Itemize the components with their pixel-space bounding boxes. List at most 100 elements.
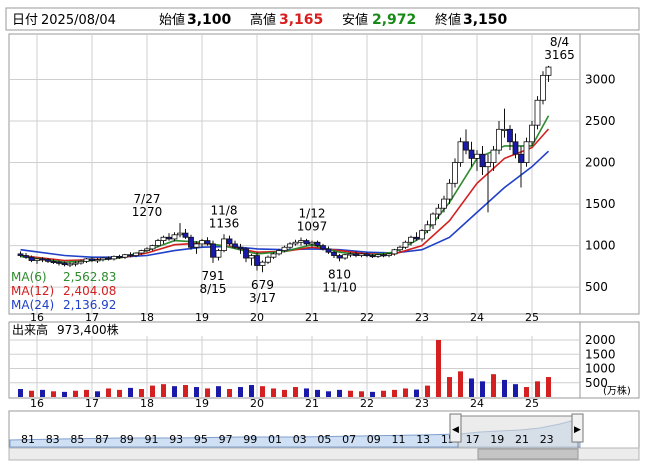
volume-bar bbox=[260, 386, 265, 397]
price-y-tick-label: 500 bbox=[585, 280, 608, 294]
volume-y-tick-label: 1000 bbox=[585, 362, 616, 376]
candle-body bbox=[72, 262, 79, 265]
volume-bar bbox=[546, 377, 551, 397]
volume-bar bbox=[337, 389, 342, 397]
volume-bar bbox=[51, 391, 56, 397]
candle-body bbox=[45, 259, 51, 262]
candle-body bbox=[419, 230, 425, 240]
candle-body bbox=[248, 255, 255, 259]
volume-bar bbox=[183, 385, 188, 397]
candle-body bbox=[325, 248, 332, 253]
annotation-date: 11/8 bbox=[211, 203, 238, 217]
navigator-left-handle[interactable] bbox=[449, 413, 462, 443]
volume-bar bbox=[172, 386, 177, 397]
candle-body bbox=[534, 99, 541, 126]
volume-bar bbox=[458, 371, 463, 397]
navigator-year-label: 95 bbox=[194, 433, 208, 446]
navigator-year-labels: 81 83 85 87 89 91 93 95 97 99 01 03 05 07 09 11 13 15 17 19… bbox=[21, 433, 554, 446]
navigator-year-label: 89 bbox=[120, 433, 134, 446]
candle-body bbox=[127, 254, 134, 257]
price-x-tick-label: 19 bbox=[195, 311, 209, 324]
candle-body bbox=[210, 243, 216, 258]
volume-x-tick-label: 17 bbox=[85, 397, 99, 410]
price-x-tick-label: 18 bbox=[140, 311, 154, 324]
candle-body bbox=[171, 234, 178, 240]
volume-value: 973,400株 bbox=[57, 322, 119, 337]
volume-bar bbox=[117, 389, 122, 397]
candle-body bbox=[474, 153, 480, 159]
navigator-selected-range[interactable] bbox=[457, 415, 579, 449]
navigator-right-handle[interactable] bbox=[571, 413, 584, 443]
annotation-value: 1136 bbox=[209, 216, 240, 230]
price-x-axis: 16 17 18 19 20 21 22 23 24 25 bbox=[30, 311, 539, 324]
candle-body bbox=[408, 236, 414, 243]
candle-body bbox=[529, 124, 535, 143]
candle-body bbox=[391, 249, 398, 255]
candle-body bbox=[199, 240, 205, 245]
volume-panel bbox=[8, 321, 640, 399]
candle-body bbox=[512, 141, 519, 155]
annotation-value: 679 bbox=[251, 278, 274, 292]
candle-body bbox=[496, 128, 502, 151]
candle-body bbox=[105, 257, 112, 260]
annotation-date: 3/17 bbox=[249, 291, 276, 305]
candle-body bbox=[61, 262, 68, 266]
navigator-year-label: 17 bbox=[466, 433, 480, 446]
volume-y-tick-label: 2000 bbox=[585, 333, 616, 347]
candle-body bbox=[215, 250, 222, 258]
candle-body bbox=[39, 258, 46, 261]
volume-bar bbox=[29, 390, 34, 397]
navigator-year-label: 83 bbox=[46, 433, 60, 446]
navigator-year-label: 99 bbox=[243, 433, 257, 446]
candle-body bbox=[507, 128, 513, 143]
navigator-year-label: 85 bbox=[70, 433, 84, 446]
candle-body bbox=[518, 153, 524, 163]
volume-bar bbox=[150, 385, 155, 397]
navigator-year-label: 81 bbox=[21, 433, 35, 446]
candle-body bbox=[78, 260, 84, 264]
volume-bar bbox=[216, 386, 221, 397]
ma24-value: 2,136.92 bbox=[63, 298, 116, 312]
candle-body bbox=[133, 252, 139, 256]
candle-body bbox=[17, 253, 24, 256]
date-value: 2025/08/04 bbox=[41, 13, 116, 28]
candle-body bbox=[226, 238, 233, 245]
navigator-scrollbar-thumb[interactable] bbox=[477, 448, 579, 460]
price-y-tick-label: 2500 bbox=[585, 114, 616, 128]
candle-body bbox=[116, 255, 123, 258]
navigator-left-arrow-icon[interactable]: ◀ bbox=[452, 425, 459, 435]
volume-x-tick-label: 23 bbox=[415, 397, 429, 410]
candle-body bbox=[254, 255, 260, 266]
navigator-right-arrow-icon[interactable]: ▶ bbox=[574, 425, 581, 435]
navigator-year-label: 05 bbox=[317, 433, 331, 446]
volume-bar bbox=[414, 389, 419, 397]
price-x-tick-label: 16 bbox=[30, 311, 44, 324]
annotation-value: 1097 bbox=[297, 220, 328, 234]
volume-bar bbox=[447, 377, 452, 397]
open-value: 3,100 bbox=[187, 12, 232, 28]
volume-bar bbox=[40, 389, 45, 397]
ma6-label: MA(6) bbox=[11, 270, 47, 284]
close-label: 終値 bbox=[435, 12, 461, 28]
candle-body bbox=[397, 246, 403, 251]
candle-body bbox=[342, 254, 348, 259]
annotation-date: 1/12 bbox=[299, 207, 326, 221]
volume-bar bbox=[326, 391, 331, 397]
volume-grid bbox=[10, 336, 580, 397]
candle-body bbox=[490, 149, 497, 163]
price-y-axis: 3000 2500 2000 1500 1000 500 bbox=[585, 73, 616, 295]
candle-body bbox=[188, 236, 194, 248]
navigator-year-label: 19 bbox=[490, 433, 504, 446]
candle-body bbox=[353, 253, 359, 256]
ma6-value: 2,562.83 bbox=[63, 270, 116, 284]
volume-bar bbox=[139, 389, 144, 397]
candle-body bbox=[100, 257, 106, 261]
high-label: 高値 bbox=[250, 12, 276, 28]
volume-bar bbox=[106, 388, 111, 397]
candle-body bbox=[89, 258, 95, 261]
candle-body bbox=[463, 141, 469, 151]
ma12-label: MA(12) bbox=[11, 284, 54, 298]
candle-body bbox=[386, 253, 392, 256]
